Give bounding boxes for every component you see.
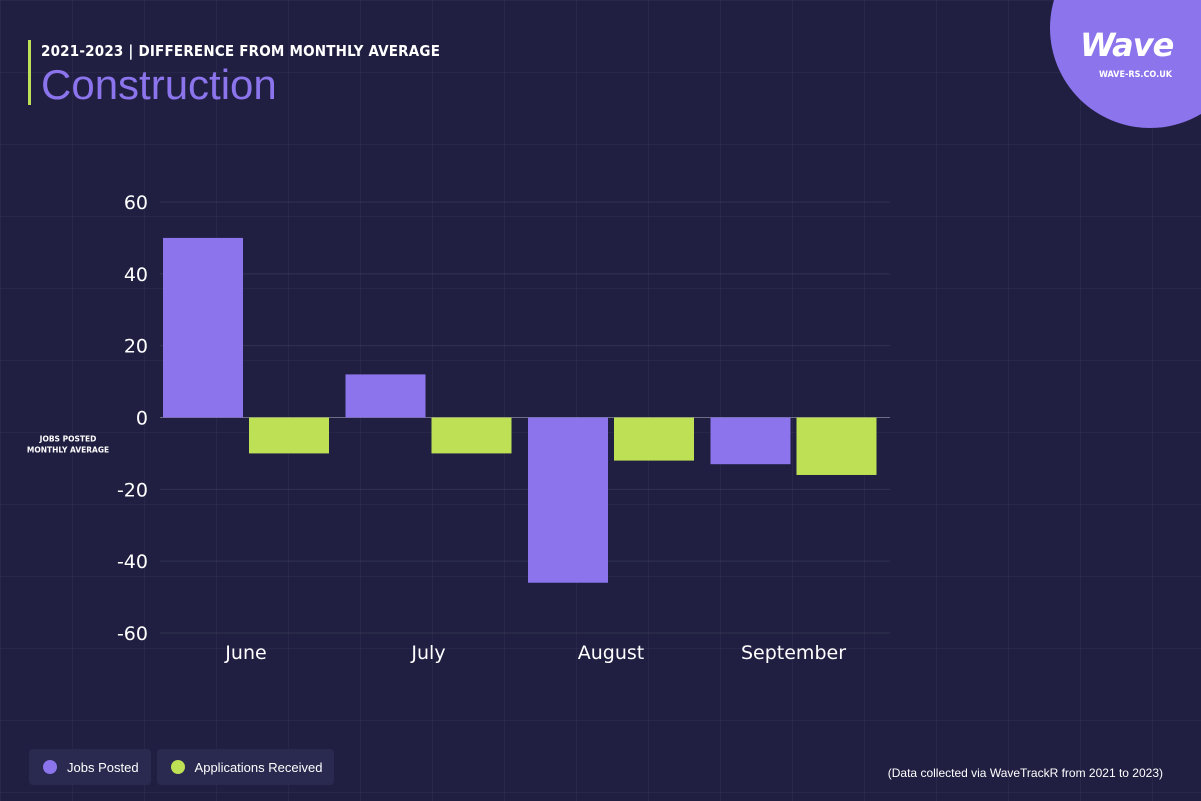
legend-swatch-jobs-posted [43,760,57,774]
y-tick-label: 20 [124,336,148,358]
x-tick-label: September [741,642,846,664]
chart-title: Construction [41,61,277,108]
header: 2021-2023 | DIFFERENCE FROM MONTHLY AVER… [28,40,441,108]
legend: Jobs Posted Applications Received [29,749,335,785]
footnote: (Data collected via WaveTrackR from 2021… [887,766,1163,780]
x-tick-label: July [410,642,445,664]
bar-applications-received-september [796,417,877,475]
y-tick-label: 60 [124,192,148,214]
y-axis-label: MONTHLY AVERAGE [27,446,109,455]
x-tick-label: June [224,642,266,664]
logo-website: WAVE-RS.CO.UK [1099,70,1173,80]
bar-applications-received-august [614,417,694,461]
bar-jobs-posted-july [345,374,426,418]
y-tick-label: 0 [136,408,148,430]
y-tick-label: -60 [117,623,148,645]
y-tick-label: -20 [117,479,148,501]
legend-swatch-applications-received [170,760,185,774]
legend-item-applications-received[interactable]: Applications Received [156,749,335,785]
legend-item-jobs-posted[interactable]: Jobs Posted [29,749,151,785]
bar-applications-received-june [249,417,329,454]
bar-jobs-posted-august [528,417,608,583]
chart-subtitle: 2021-2023 | DIFFERENCE FROM MONTHLY AVER… [41,42,441,60]
y-tick-label: 40 [124,264,148,286]
y-tick-label: -40 [117,551,148,573]
legend-label-applications-received: Applications Received [194,759,323,775]
legend-label-jobs-posted: Jobs Posted [67,759,139,775]
y-axis-label: JOBS POSTED [39,435,97,444]
bar-jobs-posted-june [163,237,243,418]
bar-applications-received-july [431,417,512,454]
x-tick-label: August [578,642,645,664]
logo-wordmark: Wave [1080,26,1174,64]
bar-jobs-posted-september [710,417,791,465]
